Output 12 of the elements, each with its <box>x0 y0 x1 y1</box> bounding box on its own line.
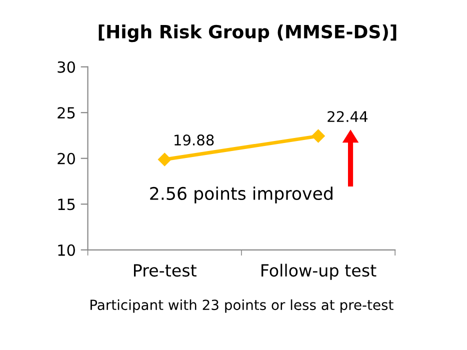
y-tick-label: 25 <box>58 107 75 119</box>
annotation: 2.56 points improved <box>150 186 332 204</box>
y-tick-label: 30 <box>58 61 75 73</box>
x-axis-title: Participant with 23 points or less at pre-test <box>90 299 394 313</box>
y-tick-label: 15 <box>58 198 75 210</box>
data-label: 19.88 <box>174 134 214 146</box>
chart-title: [High Risk Group (MMSE-DS)] <box>98 24 396 42</box>
y-tick-label: 20 <box>58 152 75 164</box>
x-tick-label: Follow-up test <box>262 264 376 280</box>
y-tick-label: 10 <box>58 244 75 256</box>
x-tick-label: Pre-test <box>134 264 196 277</box>
data-label: 22.44 <box>328 111 368 122</box>
